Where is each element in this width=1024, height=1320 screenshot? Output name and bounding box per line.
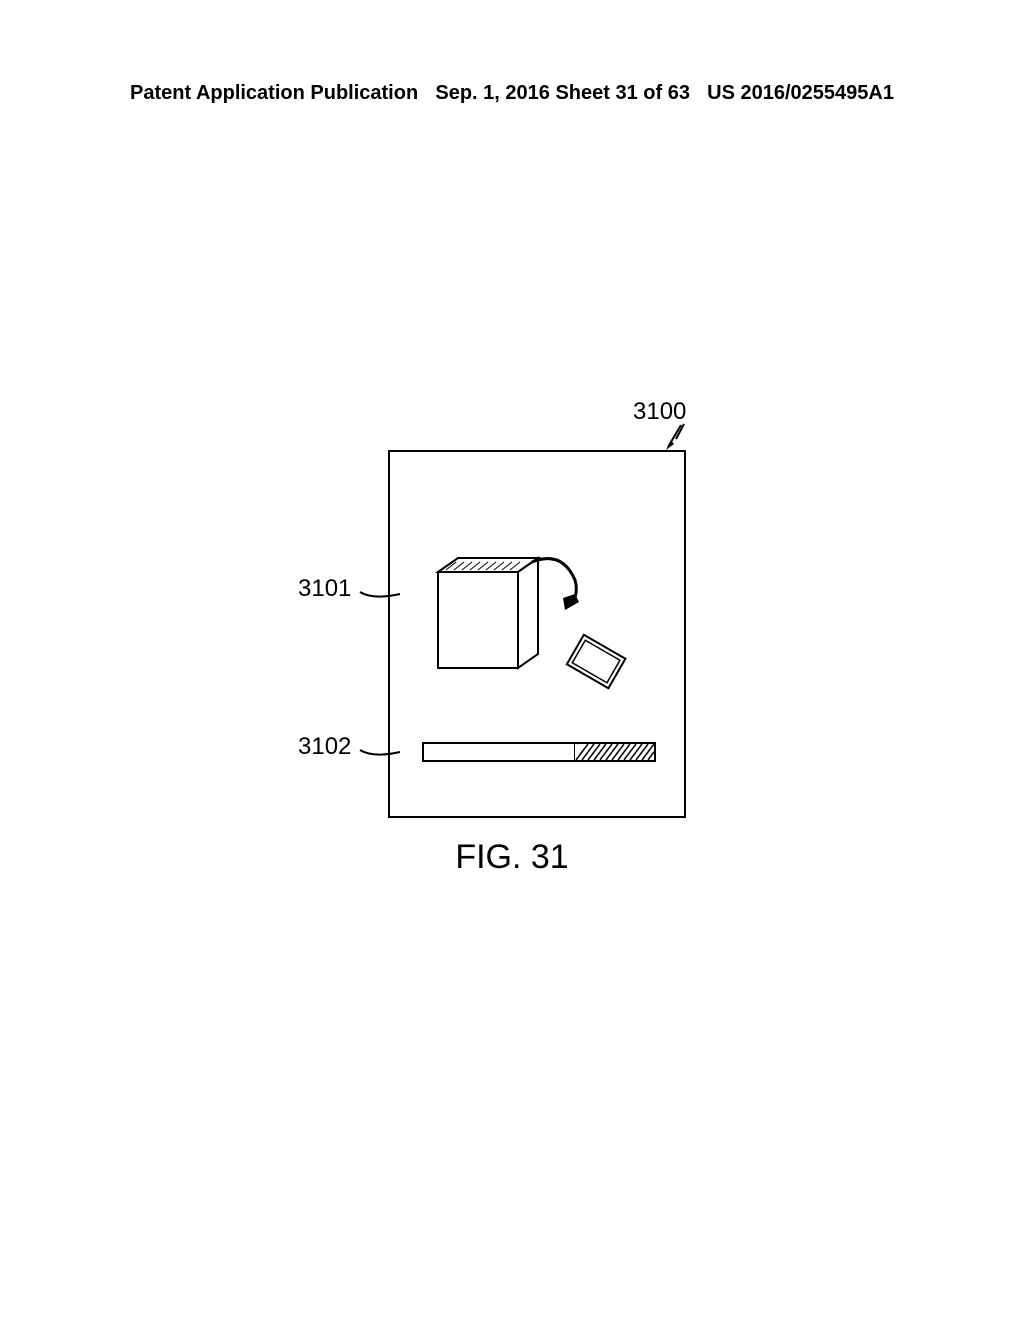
transfer-arrow-icon bbox=[527, 552, 607, 632]
header-patent-number: US 2016/0255495A1 bbox=[707, 82, 894, 105]
figure-31: 3100 bbox=[388, 450, 686, 818]
figure-caption: FIG. 31 bbox=[0, 838, 1024, 877]
lead-line-icon bbox=[358, 590, 403, 610]
progress-bar-fill bbox=[574, 744, 654, 760]
reference-label-3102: 3102 bbox=[298, 733, 351, 761]
progress-bar bbox=[422, 742, 656, 762]
device-screen bbox=[388, 450, 686, 818]
reference-label-3101: 3101 bbox=[298, 575, 351, 603]
header-sheet-info: Sep. 1, 2016 Sheet 31 of 63 bbox=[435, 82, 690, 105]
sim-card-icon bbox=[562, 632, 632, 692]
header-publication: Patent Application Publication bbox=[130, 82, 418, 105]
patent-header: Patent Application Publication Sep. 1, 2… bbox=[0, 82, 1024, 105]
lead-line-icon bbox=[358, 748, 403, 768]
